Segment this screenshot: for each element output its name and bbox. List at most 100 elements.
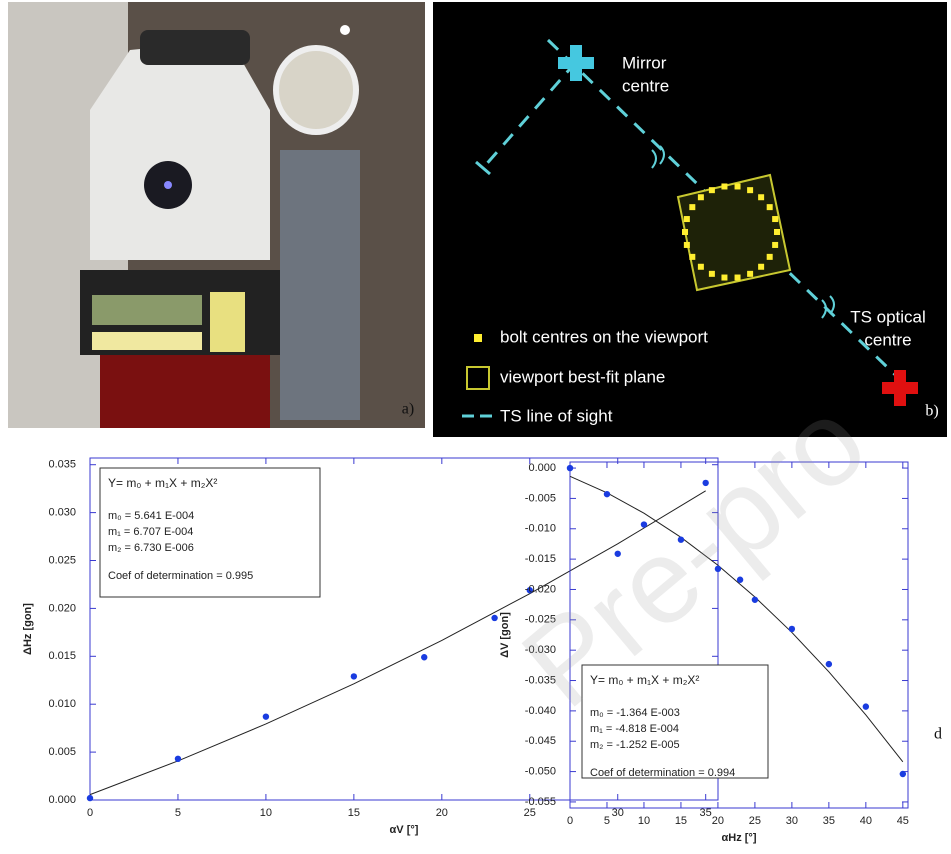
bolt-dot [772, 242, 778, 248]
diagram: bolt centres on the viewport viewport be… [433, 2, 947, 437]
x-tick-label: 30 [786, 815, 798, 827]
bolt-dot [689, 204, 695, 210]
x-tick-label: 45 [897, 815, 909, 827]
annotation-text: Coef of determination = 0.994 [590, 767, 735, 779]
y-tick-label: 0.000 [48, 794, 76, 806]
y-tick-label: 0.025 [48, 554, 76, 566]
mirror [276, 48, 356, 132]
y-tick-label: -0.005 [525, 492, 556, 504]
y-tick-label: 0.010 [48, 698, 76, 710]
bolt-dot [721, 275, 727, 281]
bolt-dot [767, 204, 773, 210]
ts-body [90, 40, 270, 260]
bolt-dot [747, 187, 753, 193]
x-tick-label: 0 [567, 815, 573, 827]
data-point [421, 654, 427, 660]
data-point [826, 661, 832, 667]
y-tick-label: -0.055 [525, 796, 556, 808]
legend-dot [474, 334, 482, 342]
mirror-label: Mirror [622, 53, 667, 72]
keypad [210, 292, 245, 352]
data-point [491, 615, 497, 621]
y-tick-label: -0.040 [525, 705, 556, 717]
x-tick-label: 10 [638, 815, 650, 827]
x-tick-label: 40 [860, 815, 872, 827]
bolt-dot [698, 264, 704, 270]
bolt-dot [709, 187, 715, 193]
y-tick-label: -0.045 [525, 735, 556, 747]
handle [140, 30, 250, 65]
y-axis-label: ΔHz [gon] [22, 603, 34, 655]
bolt-dot [767, 254, 773, 260]
panel-label: a) [402, 401, 414, 418]
y-tick-label: -0.010 [525, 523, 556, 535]
x-axis-label: αHz [°] [722, 832, 757, 844]
y-tick-label: -0.015 [525, 553, 556, 565]
y-tick-label: 0.030 [48, 507, 76, 519]
screen [92, 295, 202, 325]
annotation-text: Y= m₀ + m₁X + m₂X² [108, 476, 217, 490]
y-tick-label: 0.000 [528, 462, 556, 474]
page: a) bolt centres on the viewport viewport… [0, 0, 951, 854]
annotation-text: m₁ = 6.707 E-004 [108, 526, 193, 538]
bolt-dot [684, 216, 690, 222]
ts-label: centre [864, 330, 911, 349]
x-axis-label: αV [°] [390, 824, 419, 836]
bolt-dot [735, 275, 741, 281]
bolt-dot [774, 229, 780, 235]
bolt-dot [721, 183, 727, 189]
stand [280, 150, 360, 420]
x-tick-label: 5 [175, 807, 181, 819]
bolt-dot [758, 194, 764, 200]
y-tick-label: -0.050 [525, 765, 556, 777]
x-tick-label: 25 [524, 807, 536, 819]
bolt-dot [709, 271, 715, 277]
figure: a) bolt centres on the viewport viewport… [0, 0, 951, 854]
data-point [604, 491, 610, 497]
tripod [100, 355, 270, 428]
data-point [263, 713, 269, 719]
legend-text: bolt centres on the viewport [500, 327, 708, 346]
data-point [789, 626, 795, 632]
data-point [175, 756, 181, 762]
x-tick-label: 30 [612, 807, 624, 819]
light [340, 25, 350, 35]
x-tick-label: 15 [348, 807, 360, 819]
photo: a) [8, 2, 425, 428]
bolt-dot [735, 183, 741, 189]
bolt-dot [758, 264, 764, 270]
y-tick-label: 0.035 [48, 459, 76, 471]
annotation-text: m₀ = 5.641 E-004 [108, 510, 194, 522]
bolt-dot [684, 242, 690, 248]
keys [92, 332, 202, 350]
x-tick-label: 35 [823, 815, 835, 827]
mirror-label: centre [622, 76, 669, 95]
ts-label: TS optical [850, 307, 926, 326]
y-tick-label: 0.005 [48, 746, 76, 758]
bolt-dot [689, 254, 695, 260]
annotation-text: m₂ = -1.252 E-005 [590, 739, 680, 751]
bolt-dot [682, 229, 688, 235]
annotation-text: m₂ = 6.730 E-006 [108, 542, 194, 554]
lens-light [164, 181, 172, 189]
legend-text: viewport best-fit plane [500, 367, 665, 386]
data-point [87, 795, 93, 801]
data-point [351, 673, 357, 679]
x-tick-label: 15 [675, 815, 687, 827]
legend-text: TS line of sight [500, 406, 613, 425]
bolt-dot [698, 194, 704, 200]
x-tick-label: 10 [260, 807, 272, 819]
x-tick-label: 20 [436, 807, 448, 819]
annotation-text: Coef of determination = 0.995 [108, 570, 253, 582]
bolt-dot [772, 216, 778, 222]
x-tick-label: 25 [749, 815, 761, 827]
data-point [567, 465, 573, 471]
x-tick-label: 0 [87, 807, 93, 819]
data-point [900, 771, 906, 777]
data-point [863, 703, 869, 709]
best-fit-plane [678, 175, 790, 290]
bolt-dot [747, 271, 753, 277]
x-tick-label: 5 [604, 815, 610, 827]
panel-label: d [934, 726, 942, 743]
panel-label: b) [925, 403, 938, 420]
